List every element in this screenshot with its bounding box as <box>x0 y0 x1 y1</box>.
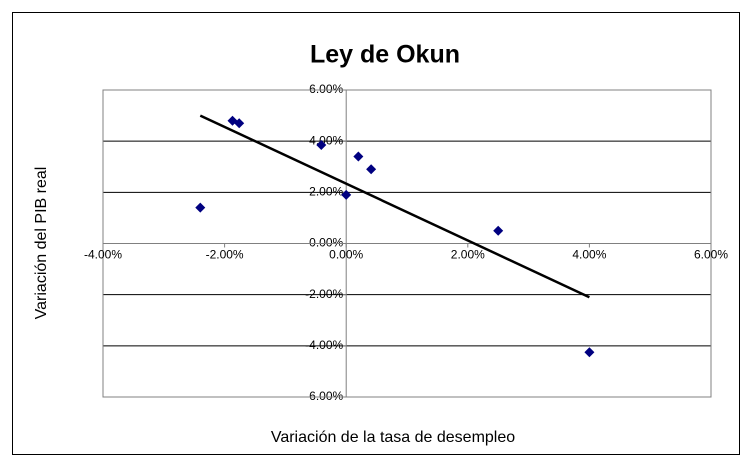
x-tick-label: -4.00% <box>84 248 122 262</box>
x-axis-label: Variación de la tasa de desempleo <box>271 429 515 446</box>
y-tick-label: 6.00% <box>309 82 343 96</box>
y-tick-label: 4.00% <box>309 133 343 147</box>
point <box>341 189 352 200</box>
x-tick-label: 6.00% <box>694 248 728 262</box>
point <box>584 347 595 358</box>
y-tick-label: 2.00% <box>309 185 343 199</box>
x-tick-label: -2.00% <box>206 248 244 262</box>
y-axis-label: Variación del PIB real <box>33 167 50 320</box>
y-tick-label: -2.00% <box>305 287 343 301</box>
x-tick-label: 0.00% <box>329 248 363 262</box>
trendline <box>199 114 590 299</box>
point <box>366 164 377 175</box>
y-tick-label: -4.00% <box>305 338 343 352</box>
point <box>316 140 327 151</box>
y-tick-label: 0.00% <box>309 236 343 250</box>
x-tick-label: 2.00% <box>451 248 485 262</box>
point <box>195 202 206 213</box>
x-tick-label: 4.00% <box>572 248 606 262</box>
y-tick-label: -6.00% <box>305 389 343 403</box>
point <box>234 118 245 129</box>
chart-title: Ley de Okun <box>310 41 460 69</box>
chart-border <box>12 12 740 455</box>
point <box>353 151 364 162</box>
point <box>493 225 504 236</box>
